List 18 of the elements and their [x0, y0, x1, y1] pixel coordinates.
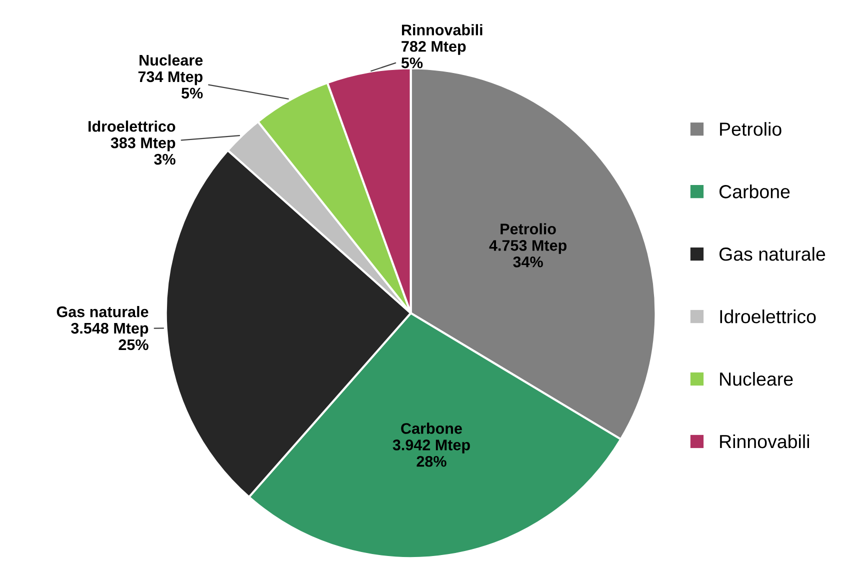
data-label: 782 Mtep 5%: [401, 40, 466, 68]
legend-label: Idroelettrico: [720, 310, 816, 324]
slice-label: Nucleare: [140, 54, 203, 66]
data-label: 3.548 Mtep 25%: [71, 322, 148, 350]
legend-label: Carbone: [719, 184, 790, 198]
slice-label: Rinnovabili: [402, 24, 482, 36]
legend-label: Gas naturale: [719, 247, 826, 261]
legend-label: Nucleare: [720, 372, 793, 386]
slice-label: Gas naturale: [56, 306, 148, 318]
slice-label: Carbone: [401, 422, 462, 434]
legend-label: Rinnovabili: [720, 434, 809, 448]
data-label: 4.753 Mtep 34%: [489, 240, 566, 268]
data-label: 3.942 Mtep 28%: [392, 440, 470, 467]
slice-label: Petrolio: [500, 223, 556, 234]
slice-label: Idroelettrico: [88, 120, 176, 132]
legend-label: Petrolio: [720, 122, 782, 136]
data-label: 734 Mtep 5%: [138, 71, 203, 99]
data-label: 383 Mtep 3%: [110, 137, 176, 165]
